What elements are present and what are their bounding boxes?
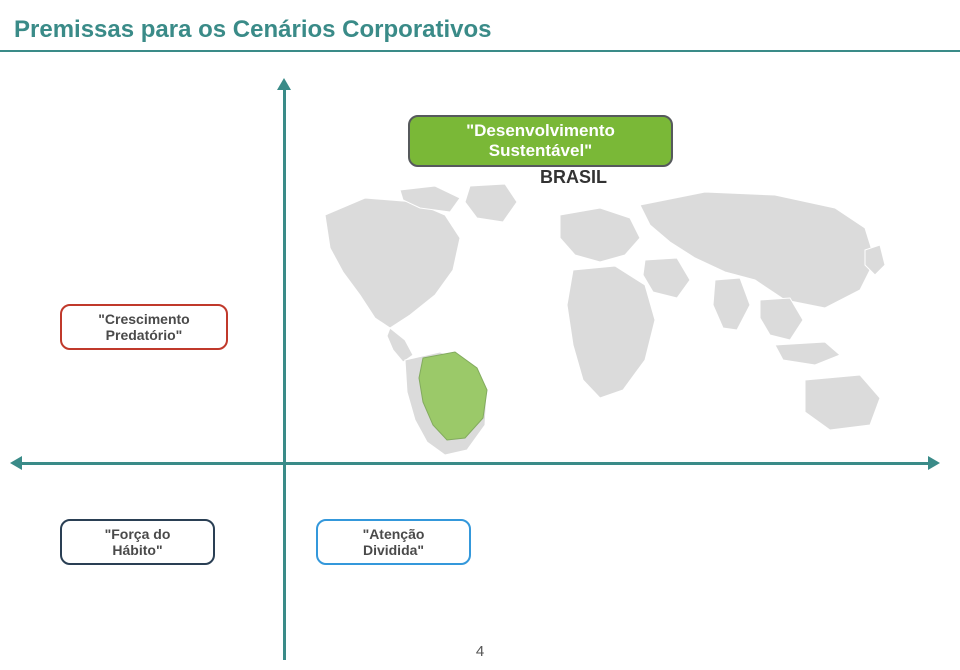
badge-line: "Atenção bbox=[363, 526, 425, 542]
horizontal-axis bbox=[18, 462, 930, 465]
vertical-axis-arrow bbox=[277, 78, 291, 90]
badge-forca-do-habito: "Força do Hábito" bbox=[60, 519, 215, 565]
vertical-axis bbox=[283, 85, 286, 660]
horizontal-axis-arrow-right bbox=[928, 456, 940, 470]
world-map bbox=[305, 180, 905, 460]
badge-atencao-dividida: "Atenção Dividida" bbox=[316, 519, 471, 565]
badge-line: "Desenvolvimento bbox=[466, 121, 615, 141]
title-underline bbox=[0, 50, 960, 52]
badge-line: "Força do bbox=[105, 526, 171, 542]
page-title: Premissas para os Cenários Corporativos bbox=[14, 16, 492, 44]
brasil-label: BRASIL bbox=[540, 167, 607, 188]
page-number: 4 bbox=[476, 643, 484, 660]
badge-line: Hábito" bbox=[112, 542, 162, 558]
badge-desenvolvimento-sustentavel: "Desenvolvimento Sustentável" bbox=[408, 115, 673, 167]
badge-line: Sustentável" bbox=[489, 141, 593, 161]
horizontal-axis-arrow-left bbox=[10, 456, 22, 470]
badge-line: Dividida" bbox=[363, 542, 424, 558]
badge-line: Predatório" bbox=[106, 327, 183, 343]
badge-crescimento-predatorio: "Crescimento Predatório" bbox=[60, 304, 228, 350]
badge-line: "Crescimento bbox=[98, 311, 189, 327]
